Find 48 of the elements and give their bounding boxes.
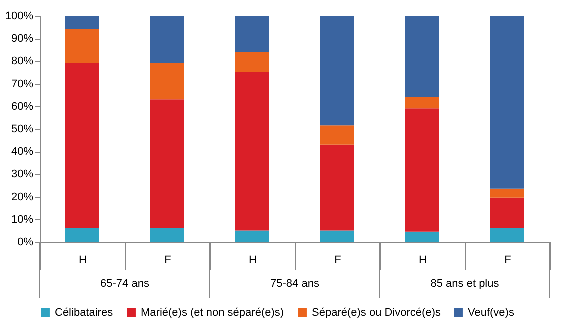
text: 65-74 ans [100, 278, 150, 290]
y-tick-label: 50% [11, 124, 34, 136]
bar [150, 63, 184, 100]
bar [236, 16, 270, 52]
y-tick-label: 60% [11, 100, 34, 113]
bar [320, 16, 354, 126]
y-tick-label: 30% [11, 168, 34, 181]
bar [66, 63, 100, 228]
legend-label: Veuf(ve)s [468, 306, 515, 319]
bar [406, 16, 440, 98]
y-tick-label: 100% [5, 10, 34, 22]
text: 85 ans et plus [430, 278, 500, 290]
x-tick-label: H [249, 254, 258, 266]
bar [66, 228, 100, 242]
bar [150, 228, 184, 242]
x-tick-label: F [334, 254, 342, 266]
x-tick-label: H [419, 254, 428, 266]
bar [150, 16, 184, 64]
y-tick-label: 0% [18, 236, 34, 248]
legend-label: Séparé(e)s ou Divorcé(e)s [312, 306, 442, 319]
y-tick-label: 20% [11, 191, 34, 204]
legend-label: Marié(e)s (et non séparé(e)s) [141, 306, 284, 319]
y-tick-label: 70% [11, 78, 34, 90]
legend-label: Célibataires [55, 306, 114, 319]
bar [66, 30, 100, 64]
bar [490, 188, 524, 198]
bar [66, 16, 100, 30]
y-tick-label: 90% [11, 33, 34, 46]
y-tick-label: 10% [11, 214, 34, 226]
bar [490, 16, 524, 189]
bar [236, 230, 270, 242]
bar [320, 230, 354, 242]
bar [150, 100, 184, 228]
bar [406, 108, 440, 232]
bar [320, 126, 354, 145]
bar [406, 97, 440, 109]
y-tick-label: 80% [11, 56, 34, 68]
bar [490, 198, 524, 228]
text: 75-84 ans [270, 278, 320, 290]
x-tick-label: F [504, 254, 512, 266]
x-tick-label: H [79, 254, 88, 266]
bar [236, 52, 270, 72]
bar [236, 72, 270, 231]
bar [320, 144, 354, 231]
bar [490, 228, 524, 242]
bar [406, 232, 440, 242]
x-tick-label: F [164, 254, 172, 266]
y-tick-label: 40% [11, 146, 34, 158]
